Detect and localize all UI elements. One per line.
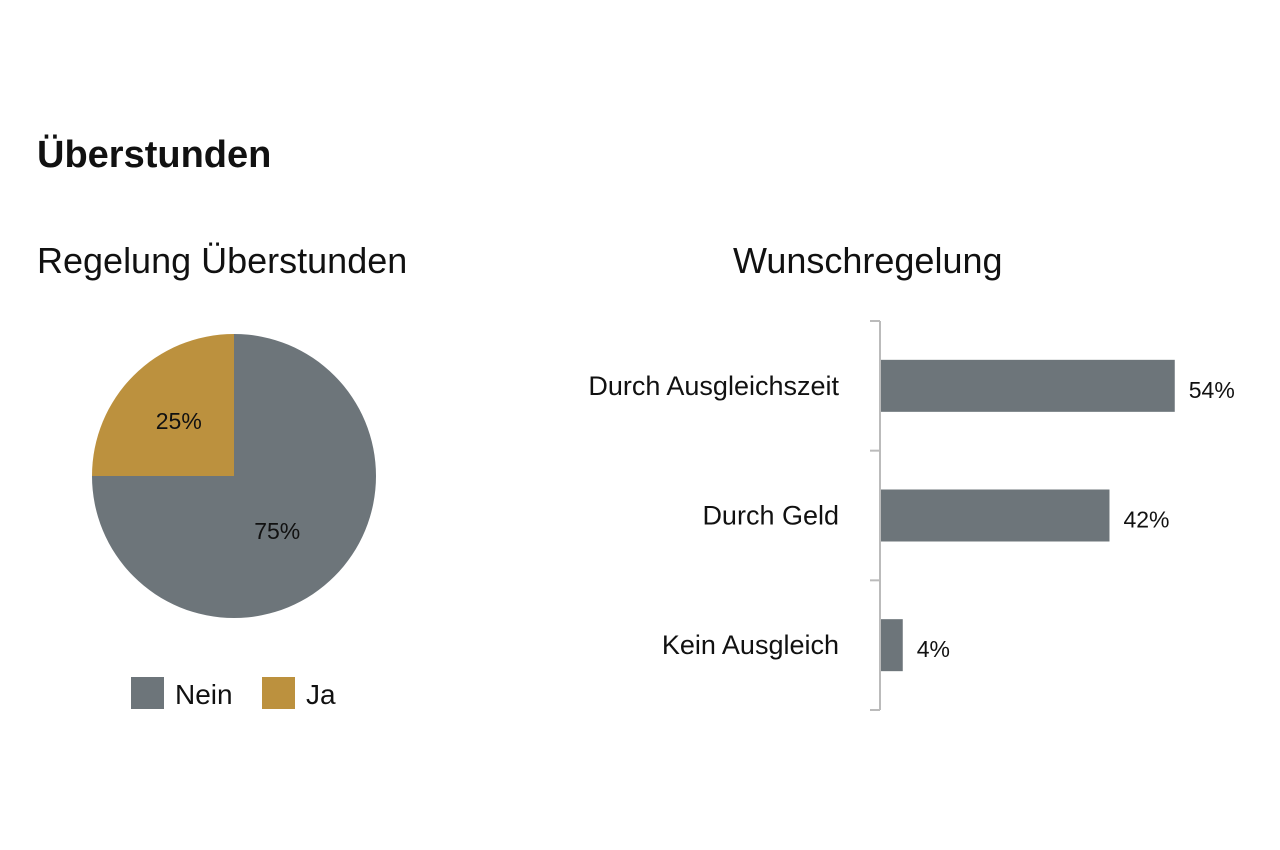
pie-chart-title: Regelung Überstunden xyxy=(37,240,408,281)
bar-bars xyxy=(881,359,1175,672)
legend-label-ja: Ja xyxy=(306,679,336,710)
bar-axis xyxy=(870,320,881,711)
category-label: Kein Ausgleich xyxy=(662,630,839,660)
pie-slices xyxy=(92,334,376,618)
bar xyxy=(881,489,1110,542)
bar xyxy=(881,619,903,672)
pie-legend: Nein Ja xyxy=(131,677,336,710)
bar-value-label: 42% xyxy=(1123,507,1169,533)
bar-value-label: 4% xyxy=(917,636,950,662)
page-title: Überstunden xyxy=(37,134,272,176)
bar-value-labels: 54% 42% 4% xyxy=(917,377,1235,662)
pie-labels: 75% 25% xyxy=(156,408,300,544)
legend-label-nein: Nein xyxy=(175,679,233,710)
pie-label-ja: 25% xyxy=(156,408,202,434)
bar xyxy=(881,359,1175,412)
bar-value-label: 54% xyxy=(1189,377,1235,403)
legend-swatch-ja xyxy=(262,677,295,709)
category-label: Durch Ausgleichszeit xyxy=(588,371,839,401)
pie-chart: 75% 25% Nein Ja xyxy=(92,334,376,710)
bar-category-labels: Durch Ausgleichszeit Durch Geld Kein Ausgl… xyxy=(588,371,839,660)
bar-chart-title: Wunschregelung xyxy=(733,240,1003,281)
pie-slice-ja xyxy=(92,334,234,476)
category-label: Durch Geld xyxy=(702,501,839,531)
legend-swatch-nein xyxy=(131,677,164,709)
pie-label-nein: 75% xyxy=(254,518,300,544)
bar-chart: Durch Ausgleichszeit Durch Geld Kein Ausgl… xyxy=(588,320,1235,711)
